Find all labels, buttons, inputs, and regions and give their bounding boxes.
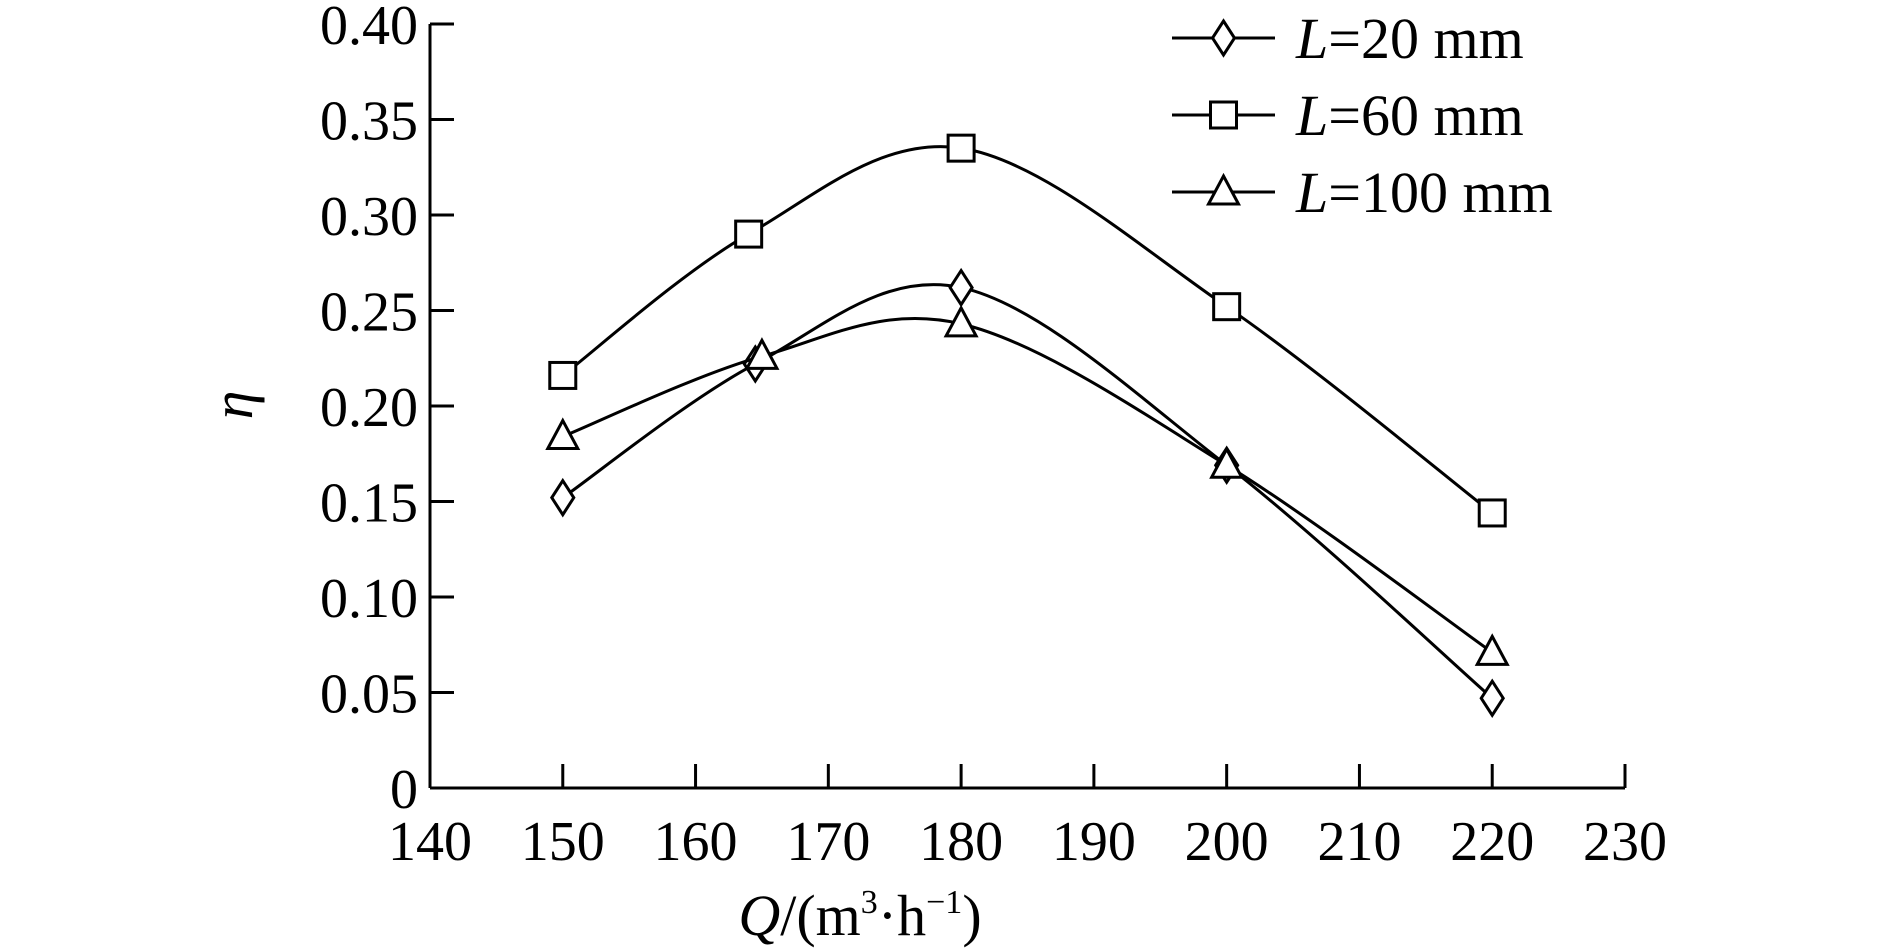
x-tick-label: 200 xyxy=(1185,811,1269,873)
y-tick-label: 0.20 xyxy=(320,377,418,439)
y-axis-title: η xyxy=(200,391,265,420)
series-diamond xyxy=(549,267,1506,718)
data-point xyxy=(1212,292,1242,322)
legend-item: L=20 mm xyxy=(1172,6,1524,71)
data-point xyxy=(1209,446,1245,479)
data-point xyxy=(1474,633,1510,666)
series-line xyxy=(562,316,1494,654)
plot-area xyxy=(545,133,1510,718)
x-tick-label: 220 xyxy=(1450,811,1534,873)
data-point xyxy=(744,337,780,370)
data-point xyxy=(1479,678,1506,718)
axes: 140 150 160 170 180 190 200 210 220 230 0 0.05 0.10 0… xyxy=(320,0,1667,873)
x-tick-label: 150 xyxy=(521,811,605,873)
legend-label: L=60 mm xyxy=(1295,83,1524,148)
x-axis-title: Q/(m3·h−1) xyxy=(738,883,981,948)
y-tick-label: 0.30 xyxy=(320,186,418,248)
data-point xyxy=(1477,498,1507,528)
y-tick-label: 0.35 xyxy=(320,91,418,153)
series-line xyxy=(561,283,1494,700)
series-line xyxy=(561,145,1494,515)
y-tick-label: 0 xyxy=(390,759,418,821)
legend-label: L=20 mm xyxy=(1295,6,1524,71)
legend: L=20 mm L=60 mm L=100 mm xyxy=(1172,6,1553,225)
y-tick-label: 0.10 xyxy=(320,568,418,630)
y-tick-label: 0.05 xyxy=(320,664,418,726)
series-triangle xyxy=(545,304,1510,666)
x-tick-label: 170 xyxy=(786,811,870,873)
data-point xyxy=(549,477,576,518)
x-tick-label: 230 xyxy=(1583,811,1667,873)
legend-marker xyxy=(1209,100,1238,130)
legend-item: L=100 mm xyxy=(1172,160,1553,225)
legend-item: L=60 mm xyxy=(1172,83,1524,148)
x-tick-label: 140 xyxy=(388,811,472,873)
x-tick-label: 160 xyxy=(654,811,738,873)
y-tick-label: 0.25 xyxy=(320,282,418,344)
data-point xyxy=(548,360,578,390)
y-tick-label: 0.15 xyxy=(320,473,418,535)
data-point xyxy=(946,133,976,163)
data-point xyxy=(943,304,979,338)
series-square xyxy=(548,133,1507,528)
x-tick-label: 180 xyxy=(919,811,1003,873)
data-point xyxy=(734,219,764,249)
data-point xyxy=(545,417,581,451)
legend-marker xyxy=(1205,172,1242,206)
data-point xyxy=(948,267,974,308)
x-tick-label: 210 xyxy=(1317,811,1401,873)
legend-marker xyxy=(1210,18,1237,58)
y-tick-label: 0.40 xyxy=(320,0,418,57)
legend-label: L=100 mm xyxy=(1295,160,1553,225)
x-tick-label: 190 xyxy=(1052,811,1136,873)
